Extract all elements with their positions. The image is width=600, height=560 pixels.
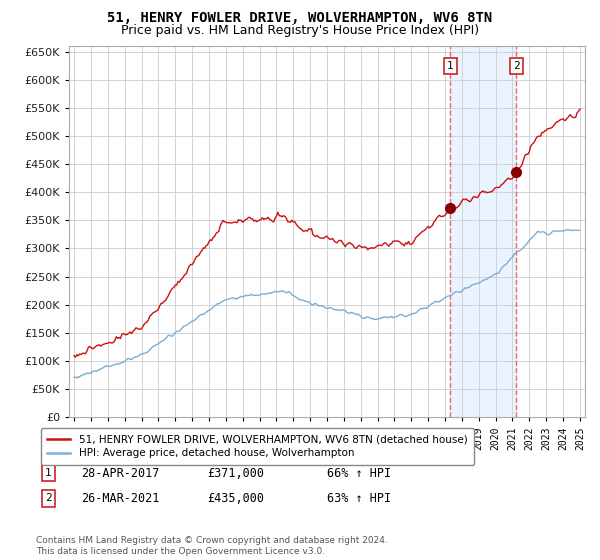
Text: 1: 1 xyxy=(45,468,52,478)
Text: 51, HENRY FOWLER DRIVE, WOLVERHAMPTON, WV6 8TN: 51, HENRY FOWLER DRIVE, WOLVERHAMPTON, W… xyxy=(107,11,493,25)
Text: Price paid vs. HM Land Registry's House Price Index (HPI): Price paid vs. HM Land Registry's House … xyxy=(121,24,479,37)
Legend: 51, HENRY FOWLER DRIVE, WOLVERHAMPTON, WV6 8TN (detached house), HPI: Average pr: 51, HENRY FOWLER DRIVE, WOLVERHAMPTON, W… xyxy=(41,428,474,465)
Text: 66% ↑ HPI: 66% ↑ HPI xyxy=(327,466,391,480)
Text: £371,000: £371,000 xyxy=(207,466,264,480)
Text: 2: 2 xyxy=(513,61,520,71)
Text: 26-MAR-2021: 26-MAR-2021 xyxy=(81,492,160,505)
Text: 2: 2 xyxy=(45,493,52,503)
Text: 1: 1 xyxy=(447,61,454,71)
Bar xyxy=(451,46,517,417)
Text: 63% ↑ HPI: 63% ↑ HPI xyxy=(327,492,391,505)
Text: Contains HM Land Registry data © Crown copyright and database right 2024.
This d: Contains HM Land Registry data © Crown c… xyxy=(36,536,388,556)
Text: £435,000: £435,000 xyxy=(207,492,264,505)
Text: 28-APR-2017: 28-APR-2017 xyxy=(81,466,160,480)
